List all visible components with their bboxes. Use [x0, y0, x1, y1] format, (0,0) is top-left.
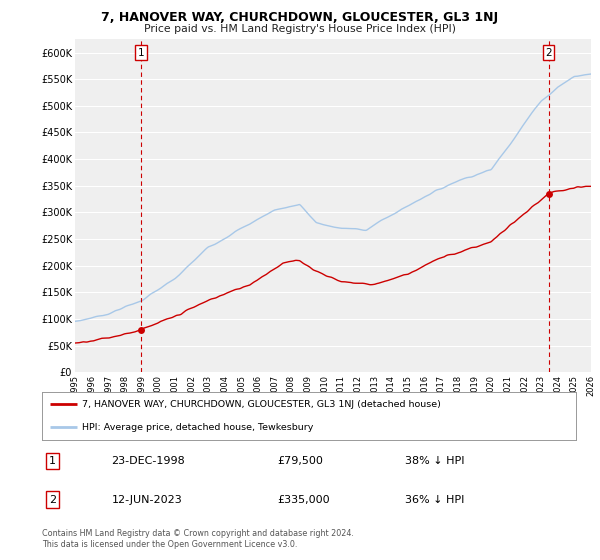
Text: 7, HANOVER WAY, CHURCHDOWN, GLOUCESTER, GL3 1NJ (detached house): 7, HANOVER WAY, CHURCHDOWN, GLOUCESTER, …: [82, 400, 441, 409]
Text: 23-DEC-1998: 23-DEC-1998: [112, 456, 185, 466]
Text: Price paid vs. HM Land Registry's House Price Index (HPI): Price paid vs. HM Land Registry's House …: [144, 24, 456, 34]
Text: 1: 1: [49, 456, 56, 466]
Text: 1: 1: [138, 48, 145, 58]
Text: Contains HM Land Registry data © Crown copyright and database right 2024.
This d: Contains HM Land Registry data © Crown c…: [42, 529, 354, 549]
Text: 7, HANOVER WAY, CHURCHDOWN, GLOUCESTER, GL3 1NJ: 7, HANOVER WAY, CHURCHDOWN, GLOUCESTER, …: [101, 11, 499, 24]
Text: HPI: Average price, detached house, Tewkesbury: HPI: Average price, detached house, Tewk…: [82, 423, 313, 432]
Text: 38% ↓ HPI: 38% ↓ HPI: [405, 456, 464, 466]
Text: 12-JUN-2023: 12-JUN-2023: [112, 494, 182, 505]
Text: £79,500: £79,500: [277, 456, 323, 466]
Text: 2: 2: [49, 494, 56, 505]
Text: £335,000: £335,000: [277, 494, 329, 505]
Text: 2: 2: [545, 48, 552, 58]
Text: 36% ↓ HPI: 36% ↓ HPI: [405, 494, 464, 505]
